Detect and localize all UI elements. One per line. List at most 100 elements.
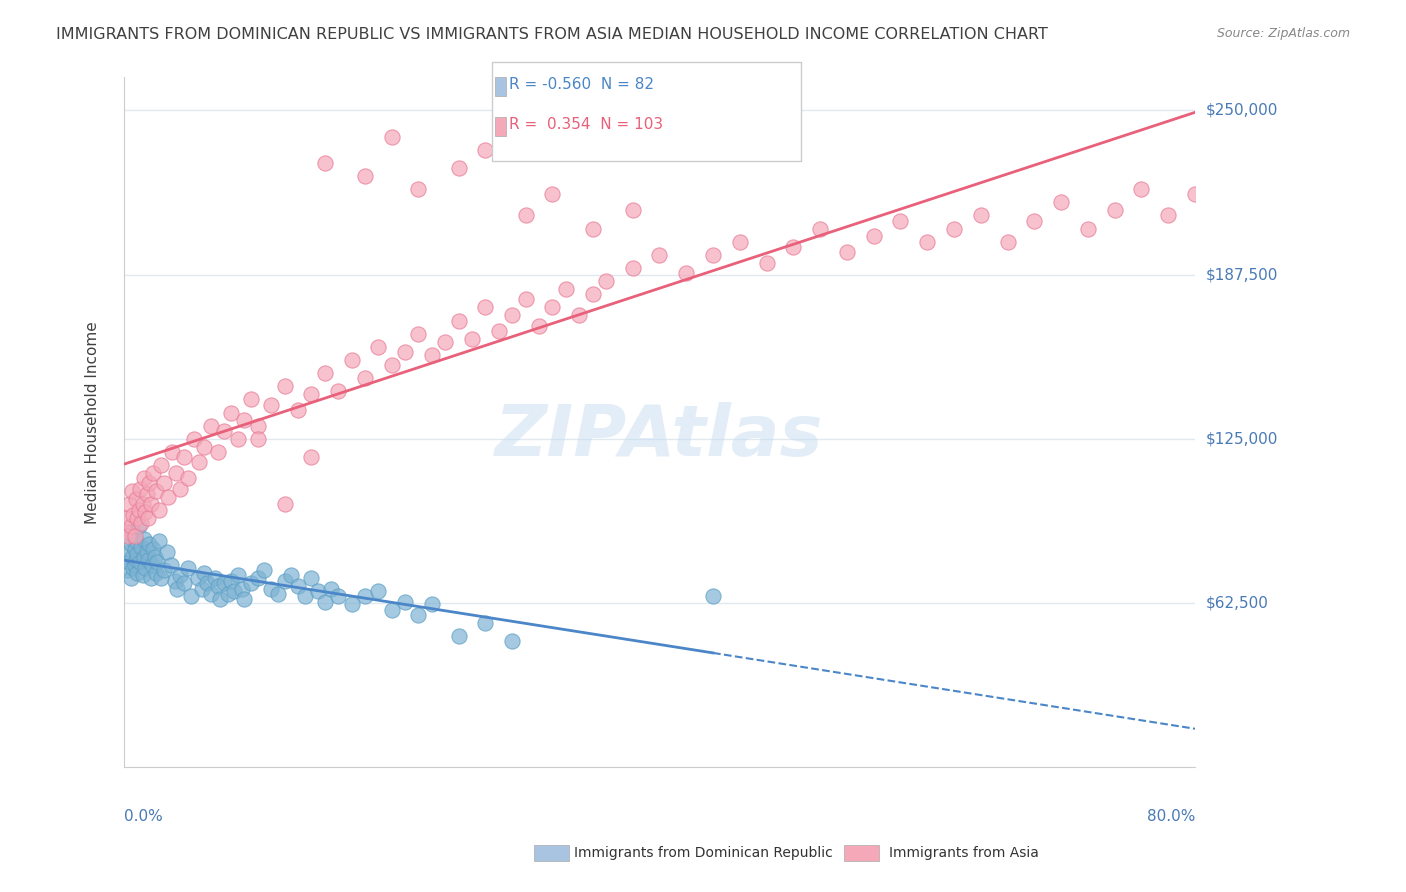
- Point: [127, 548, 149, 562]
- Point: [150, 571, 173, 585]
- Point: [299, 450, 322, 465]
- Point: [381, 602, 404, 616]
- Point: [541, 301, 564, 315]
- Point: [287, 579, 309, 593]
- Point: [648, 248, 671, 262]
- Text: R = -0.560  N = 82: R = -0.560 N = 82: [509, 78, 654, 92]
- Point: [153, 563, 176, 577]
- Point: [142, 466, 165, 480]
- Point: [150, 458, 173, 472]
- Point: [121, 524, 143, 538]
- Point: [240, 392, 263, 407]
- Point: [1104, 203, 1126, 218]
- Point: [294, 590, 316, 604]
- Point: [125, 552, 148, 566]
- Text: $250,000: $250,000: [1206, 103, 1278, 118]
- Point: [299, 571, 322, 585]
- Point: [253, 563, 276, 577]
- Point: [755, 256, 778, 270]
- Point: [138, 476, 160, 491]
- Point: [132, 549, 155, 564]
- Point: [125, 492, 148, 507]
- Point: [474, 143, 496, 157]
- Point: [159, 558, 181, 572]
- Point: [488, 324, 510, 338]
- Point: [420, 348, 443, 362]
- Point: [122, 508, 145, 522]
- Point: [314, 595, 336, 609]
- Point: [394, 595, 416, 609]
- Point: [354, 371, 377, 385]
- Point: [163, 574, 186, 588]
- Point: [307, 584, 329, 599]
- Point: [1050, 195, 1073, 210]
- Point: [139, 571, 162, 585]
- Point: [273, 498, 295, 512]
- Point: [131, 498, 153, 512]
- Point: [501, 308, 523, 322]
- Point: [134, 505, 156, 519]
- Point: [132, 471, 155, 485]
- Text: 80.0%: 80.0%: [1147, 809, 1195, 823]
- Point: [381, 358, 404, 372]
- Point: [136, 510, 159, 524]
- Point: [702, 590, 724, 604]
- Point: [142, 542, 165, 557]
- Point: [447, 161, 470, 175]
- Point: [124, 529, 146, 543]
- Point: [141, 558, 163, 572]
- Point: [408, 182, 430, 196]
- Point: [447, 313, 470, 327]
- Point: [595, 274, 617, 288]
- Point: [280, 568, 302, 582]
- Point: [273, 379, 295, 393]
- Point: [121, 549, 143, 564]
- Point: [177, 560, 200, 574]
- Point: [233, 592, 256, 607]
- Y-axis label: Median Household Income: Median Household Income: [86, 321, 100, 524]
- Point: [915, 235, 938, 249]
- Point: [120, 537, 142, 551]
- Point: [132, 532, 155, 546]
- Point: [728, 235, 751, 249]
- Point: [114, 524, 136, 538]
- Text: IMMIGRANTS FROM DOMINICAN REPUBLIC VS IMMIGRANTS FROM ASIA MEDIAN HOUSEHOLD INCO: IMMIGRANTS FROM DOMINICAN REPUBLIC VS IM…: [56, 27, 1047, 42]
- Point: [193, 440, 215, 454]
- Point: [246, 571, 269, 585]
- Point: [128, 502, 150, 516]
- Point: [122, 560, 145, 574]
- Point: [200, 587, 222, 601]
- Text: Immigrants from Asia: Immigrants from Asia: [889, 846, 1039, 860]
- Point: [169, 482, 191, 496]
- Point: [260, 398, 283, 412]
- Text: $125,000: $125,000: [1206, 431, 1278, 446]
- Point: [148, 534, 170, 549]
- Point: [782, 240, 804, 254]
- Point: [515, 293, 537, 307]
- Point: [222, 584, 245, 599]
- Point: [166, 582, 188, 596]
- Point: [200, 418, 222, 433]
- Point: [117, 529, 139, 543]
- Point: [127, 510, 149, 524]
- Point: [131, 568, 153, 582]
- Point: [146, 555, 169, 569]
- Point: [354, 169, 377, 183]
- Point: [219, 405, 242, 419]
- Point: [581, 287, 603, 301]
- Point: [474, 615, 496, 630]
- Point: [367, 340, 389, 354]
- Point: [124, 542, 146, 557]
- Point: [187, 455, 209, 469]
- Point: [554, 282, 576, 296]
- Text: $62,500: $62,500: [1206, 596, 1270, 610]
- Point: [326, 590, 349, 604]
- Point: [173, 576, 195, 591]
- Point: [501, 634, 523, 648]
- Point: [314, 366, 336, 380]
- Text: $187,500: $187,500: [1206, 267, 1278, 282]
- Point: [157, 490, 180, 504]
- Point: [135, 487, 157, 501]
- Point: [474, 301, 496, 315]
- Point: [260, 582, 283, 596]
